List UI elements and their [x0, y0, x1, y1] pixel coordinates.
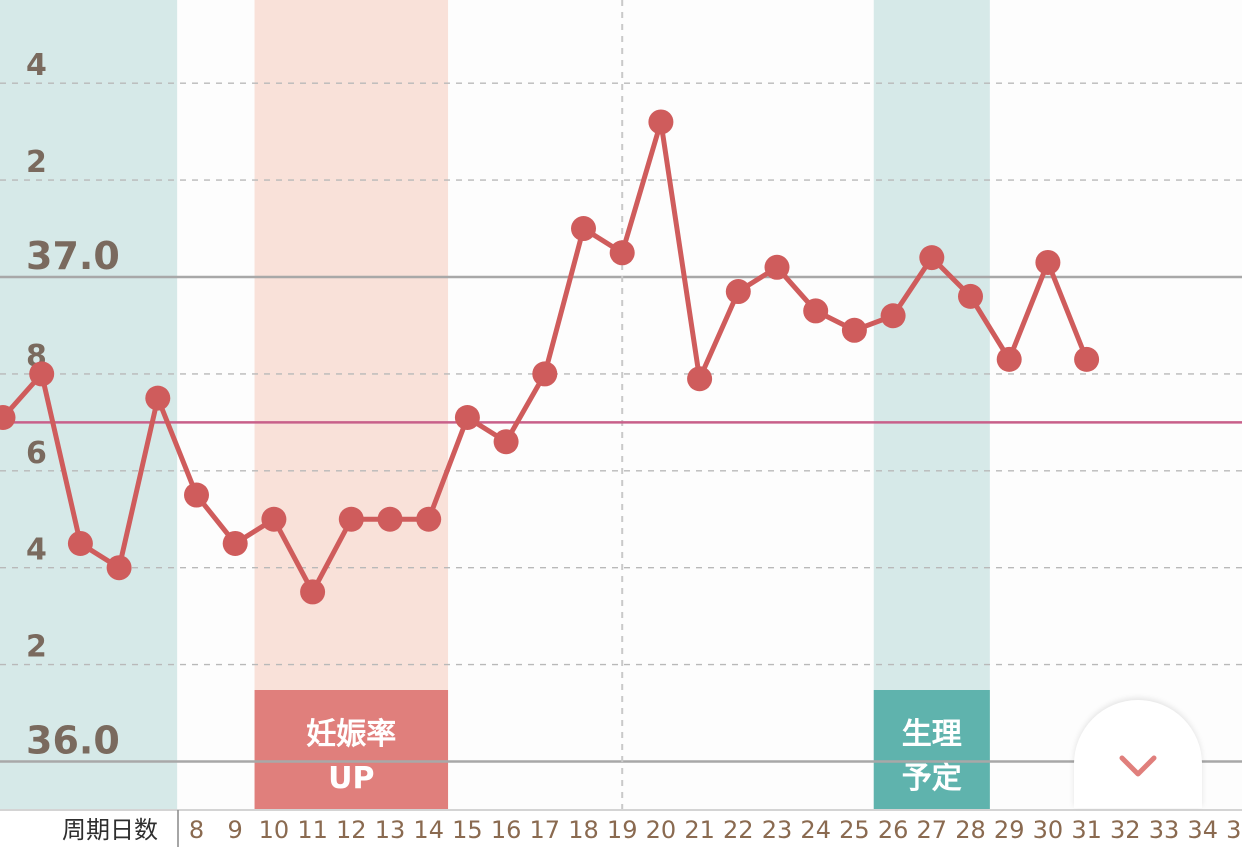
data-point[interactable]: [1035, 249, 1061, 275]
data-point[interactable]: [300, 579, 326, 605]
y-tick-label: 36.0: [26, 719, 120, 763]
data-point[interactable]: [532, 361, 558, 387]
data-point[interactable]: [338, 506, 364, 532]
y-tick-label: 6: [26, 436, 47, 471]
x-tick-label: 12: [336, 816, 367, 844]
chevron-down-icon: [1119, 755, 1157, 777]
data-point[interactable]: [184, 482, 209, 508]
phase-band: [873, 0, 990, 810]
x-tick-label: 13: [375, 816, 406, 844]
phase-label: UP: [328, 761, 374, 796]
data-point[interactable]: [222, 530, 248, 556]
y-tick-label: 37.0: [26, 234, 120, 278]
x-tick-label: 10: [259, 816, 290, 844]
x-tick-label: 14: [413, 816, 444, 844]
data-point[interactable]: [841, 317, 867, 343]
x-tick-label: 24: [800, 816, 831, 844]
x-tick-label: 29: [994, 816, 1025, 844]
x-tick-label: 20: [646, 816, 677, 844]
x-tick-label: 17: [530, 816, 561, 844]
x-tick-label: 35: [1226, 816, 1242, 844]
data-point[interactable]: [29, 361, 55, 387]
x-tick-label: 28: [955, 816, 986, 844]
phase-band: [254, 0, 449, 810]
x-tick-label: 25: [839, 816, 870, 844]
x-tick-label: 11: [297, 816, 328, 844]
x-tick-label: 32: [1110, 816, 1141, 844]
x-axis-title: 周期日数: [62, 816, 158, 844]
x-tick-label: 15: [452, 816, 483, 844]
data-point[interactable]: [1074, 346, 1100, 372]
x-tick-label: 22: [723, 816, 754, 844]
data-point[interactable]: [145, 385, 171, 411]
x-tick-label: 8: [189, 816, 204, 844]
x-tick-label: 18: [568, 816, 599, 844]
data-point[interactable]: [958, 283, 983, 309]
data-point[interactable]: [454, 405, 480, 431]
y-tick-label: 2: [26, 145, 47, 180]
x-tick-label: 16: [491, 816, 522, 844]
data-point[interactable]: [609, 240, 635, 266]
phase-label: 予定: [902, 761, 962, 796]
x-tick-label: 34: [1187, 816, 1218, 844]
data-point[interactable]: [0, 405, 16, 431]
x-tick-label: 30: [1033, 816, 1064, 844]
x-tick-label: 31: [1071, 816, 1102, 844]
y-tick-label: 4: [26, 533, 47, 568]
data-point[interactable]: [803, 298, 829, 324]
data-point[interactable]: [725, 279, 751, 305]
x-tick-label: 26: [878, 816, 909, 844]
data-point[interactable]: [687, 366, 713, 392]
data-point[interactable]: [416, 506, 442, 532]
data-point[interactable]: [880, 303, 906, 329]
data-point[interactable]: [493, 429, 519, 455]
x-tick-label: 33: [1149, 816, 1180, 844]
x-tick-label: 9: [228, 816, 243, 844]
data-point[interactable]: [571, 216, 596, 242]
data-point[interactable]: [764, 254, 790, 280]
data-point[interactable]: [261, 506, 287, 532]
phase-label-box: [254, 690, 449, 810]
y-tick-label: 4: [26, 48, 47, 83]
scroll-down-button[interactable]: [1074, 700, 1202, 808]
phase-label: 妊娠率: [306, 717, 396, 752]
data-point[interactable]: [377, 506, 403, 532]
y-tick-label: 2: [26, 630, 47, 665]
data-point[interactable]: [996, 346, 1022, 372]
x-tick-label: 19: [607, 816, 638, 844]
x-tick-label: 27: [917, 816, 948, 844]
x-axis-bg: [0, 810, 1242, 847]
phase-label-box: [873, 690, 990, 810]
x-tick-label: 21: [684, 816, 715, 844]
data-point[interactable]: [919, 245, 945, 271]
data-point[interactable]: [106, 555, 132, 581]
data-point[interactable]: [67, 530, 93, 556]
phase-label: 生理: [902, 717, 962, 752]
x-tick-label: 23: [762, 816, 793, 844]
data-point[interactable]: [648, 109, 674, 135]
